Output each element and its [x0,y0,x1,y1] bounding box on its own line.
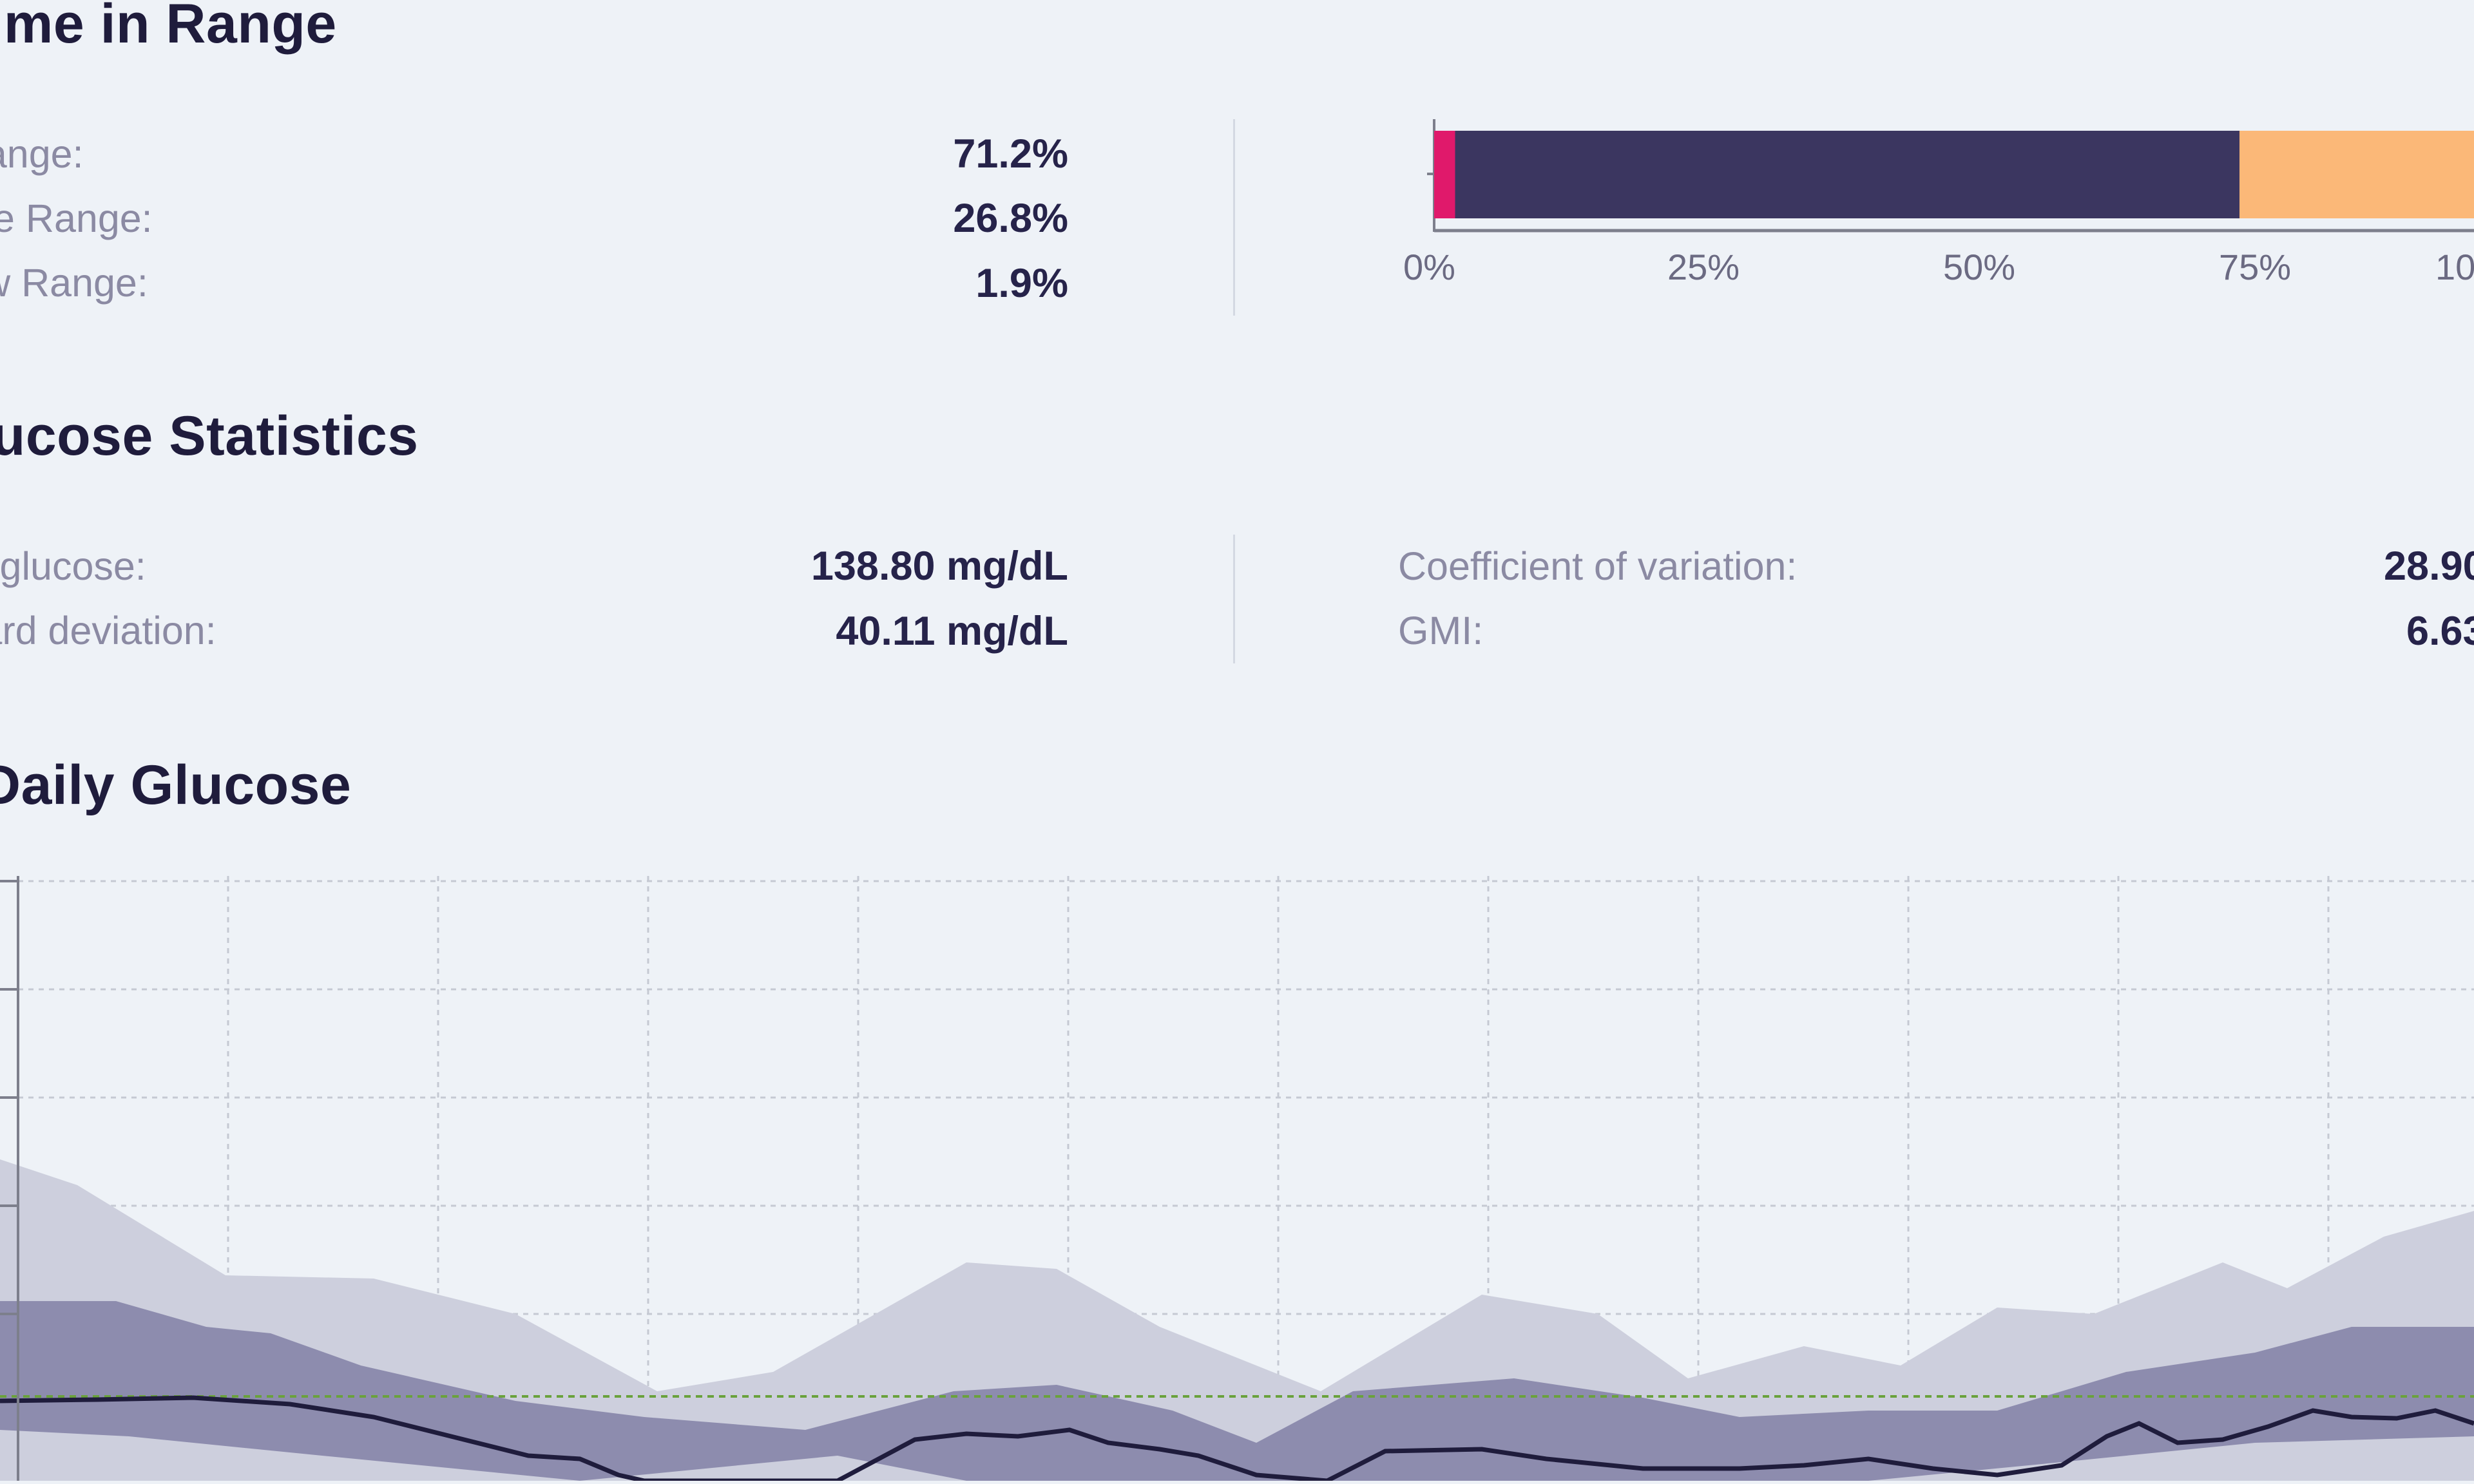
range-bar-svg [1422,119,2474,233]
range-bar-segment-below [1434,131,1455,218]
std-dev-label: Standard deviation: [0,609,216,652]
tick-label-25: 25% [1667,247,1740,287]
range-bar-chart [1422,113,2474,280]
time-in-range-title: Time in Range [0,0,337,55]
above-range-label: Above Range: [0,196,153,240]
mean-glucose-label: Mean glucose: [0,544,146,588]
below-range-value: 1.9% [975,261,1068,306]
mean-glucose-value: 138.80 mg/dL [810,544,1068,589]
daily-glucose-title: Daily Glucose [0,754,352,816]
glucose-statistics-title: Glucose Statistics [0,405,419,467]
gmi-value: 6.63% [2406,609,2474,654]
tir-divider [1233,119,1235,316]
range-bar-segment-above [2239,131,2474,218]
percentile-outer-band [0,1159,2474,1481]
tick-label-50: 50% [1943,247,2016,287]
tick-label-75: 75% [2219,247,2292,287]
daily-glucose-chart [0,876,2474,1483]
gmi-label: GMI: [1398,609,1484,652]
below-range-label: Below Range: [0,261,148,305]
tick-label-100: 100% [2435,247,2474,287]
in-range-label: In Range: [0,132,84,176]
above-range-value: 26.8% [953,196,1068,241]
cv-value: 28.90% [2384,544,2474,589]
tick-label-0: 0% [1403,247,1455,287]
stats-divider [1233,535,1235,663]
daily-glucose-svg [0,876,2474,1483]
in-range-value: 71.2% [953,131,1068,176]
range-bar-segment-in [1455,131,2240,218]
std-dev-value: 40.11 mg/dL [836,609,1068,654]
median-line [0,1395,2474,1483]
cv-label: Coefficient of variation: [1398,544,1798,588]
percentile-inner-band [0,1301,2474,1481]
